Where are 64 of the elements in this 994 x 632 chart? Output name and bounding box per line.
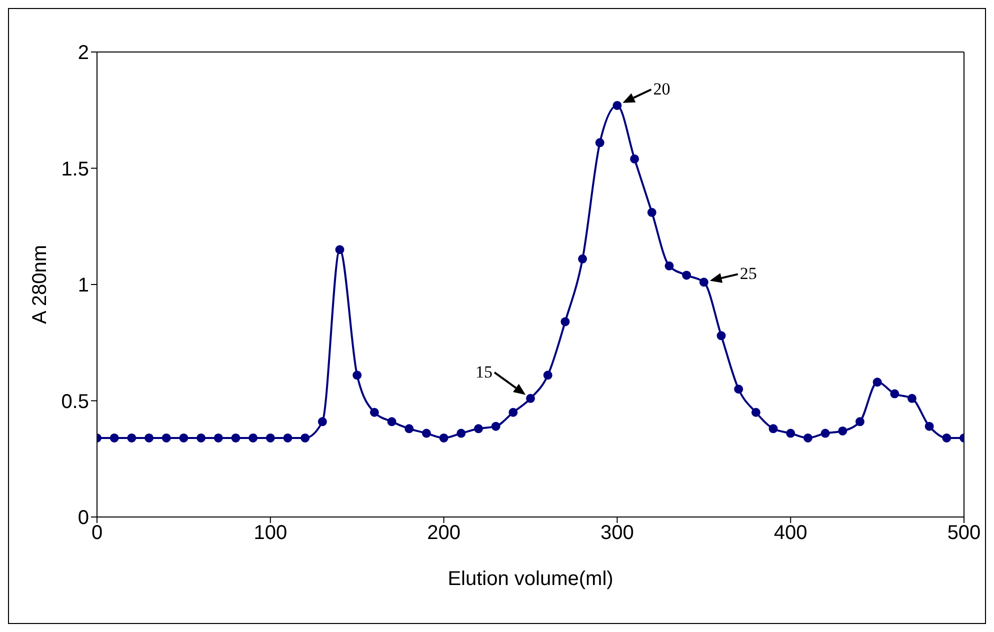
point xyxy=(508,408,518,417)
annotation: 15 xyxy=(476,362,492,382)
x-axis-title: Elution volume(ml) xyxy=(448,568,614,590)
point xyxy=(526,394,535,403)
point xyxy=(630,154,640,164)
point xyxy=(404,424,414,434)
point xyxy=(942,433,952,442)
point xyxy=(699,278,708,287)
point xyxy=(543,370,552,380)
point xyxy=(387,417,396,426)
point xyxy=(162,433,171,442)
y-tick-label: 1.5 xyxy=(61,158,89,180)
x-tick-label: 200 xyxy=(427,522,460,544)
x-tick-label: 300 xyxy=(600,522,634,544)
y-axis-title: A 280nm xyxy=(29,245,52,324)
point xyxy=(890,389,900,398)
annotation: 20 xyxy=(653,79,670,98)
point xyxy=(456,428,466,438)
point xyxy=(612,100,622,110)
point xyxy=(924,422,934,431)
annotation: 25 xyxy=(740,264,757,284)
point xyxy=(647,208,656,217)
point xyxy=(179,433,188,442)
point xyxy=(560,317,570,326)
point xyxy=(196,433,206,442)
point xyxy=(820,428,830,438)
x-tick-label: 100 xyxy=(254,522,288,544)
point xyxy=(318,417,327,426)
point xyxy=(734,384,744,394)
point xyxy=(664,261,674,270)
point xyxy=(855,417,864,426)
point xyxy=(751,408,760,417)
point xyxy=(335,245,344,254)
x-tick-label: 500 xyxy=(947,522,981,544)
point xyxy=(300,433,310,442)
point xyxy=(474,424,483,434)
point xyxy=(838,426,848,436)
y-tick-label: 0.5 xyxy=(61,390,89,413)
y-tick-label: 0 xyxy=(78,507,89,530)
point xyxy=(907,394,916,403)
point xyxy=(682,270,692,280)
x-tick-label: 400 xyxy=(774,522,808,544)
point xyxy=(491,422,500,431)
y-tick-label: 2 xyxy=(78,42,89,64)
point xyxy=(283,433,292,442)
point xyxy=(266,433,275,442)
point xyxy=(422,428,431,438)
point xyxy=(439,433,448,442)
point xyxy=(716,331,726,340)
point xyxy=(578,254,588,264)
point xyxy=(803,433,812,442)
point xyxy=(786,428,796,438)
point xyxy=(214,433,223,442)
point xyxy=(370,408,379,417)
point xyxy=(144,433,154,442)
point xyxy=(872,378,882,387)
point xyxy=(127,433,136,442)
point xyxy=(768,424,778,434)
point xyxy=(231,433,240,442)
point xyxy=(595,138,604,148)
point xyxy=(248,433,258,442)
point xyxy=(352,370,362,380)
point xyxy=(110,433,119,442)
y-tick-label: 1 xyxy=(78,274,89,297)
